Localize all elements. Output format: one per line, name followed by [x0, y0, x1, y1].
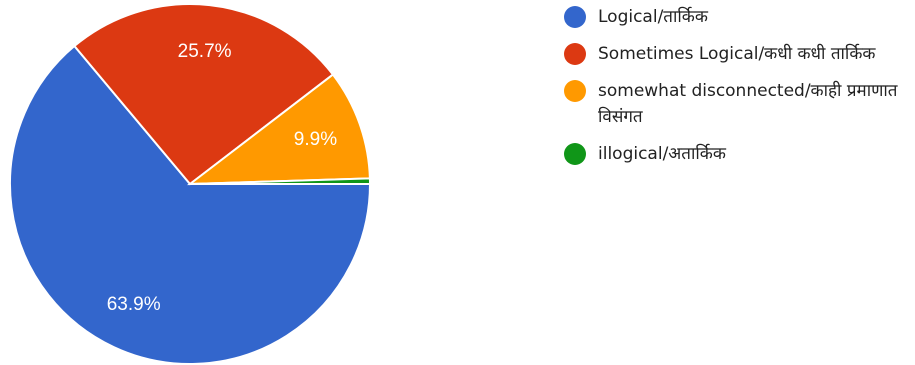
pie-chart: 63.9% 25.7% 9.9%	[9, 3, 372, 365]
legend-label-illogical: illogical/अतार्किक	[598, 144, 726, 164]
pie-slice-logical[interactable]	[9, 44, 372, 365]
legend-swatch-illogical	[564, 143, 586, 165]
legend: Logical/तार्किक Sometimes Logical/कधी कध…	[564, 4, 909, 178]
legend-label-somewhat-disconnected: somewhat disconnected/काही प्रमाणात विसं…	[598, 81, 898, 127]
legend-swatch-logical	[564, 6, 586, 28]
legend-item-sometimes-logical[interactable]: Sometimes Logical/कधी कधी तार्किक	[564, 41, 909, 67]
pie-slice-sometimes-logical[interactable]	[72, 3, 335, 186]
slice-value-label-logical: 63.9%	[107, 294, 161, 315]
legend-label-logical: Logical/तार्किक	[598, 7, 708, 27]
slice-value-label-sometimes-logical: 25.7%	[178, 41, 232, 62]
pie-slice-somewhat-disconnected[interactable]	[186, 73, 371, 186]
slice-value-label-somewhat-disconnected: 9.9%	[294, 129, 337, 150]
legend-swatch-sometimes-logical	[564, 43, 586, 65]
legend-label-sometimes-logical: Sometimes Logical/कधी कधी तार्किक	[598, 44, 876, 64]
legend-item-somewhat-disconnected[interactable]: somewhat disconnected/काही प्रमाणात विसं…	[564, 78, 909, 130]
legend-item-illogical[interactable]: illogical/अतार्किक	[564, 141, 909, 167]
legend-swatch-somewhat-disconnected	[564, 80, 586, 102]
legend-item-logical[interactable]: Logical/तार्किक	[564, 4, 909, 30]
pie-slice-illogical[interactable]	[189, 177, 372, 185]
